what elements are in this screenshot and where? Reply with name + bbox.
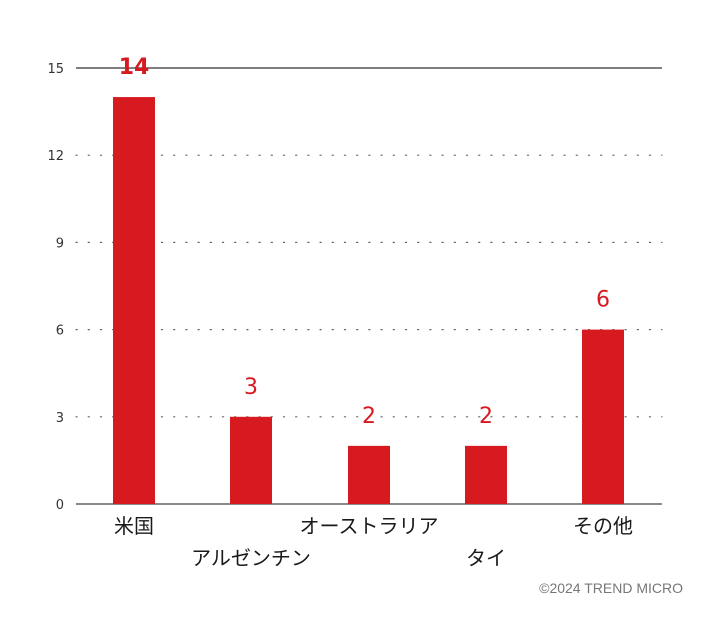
x-tick-label: タイ: [466, 546, 506, 570]
bar: [465, 445, 507, 504]
y-axis-ticks: 0 3 6 9 12 15: [47, 62, 64, 513]
data-label: 6: [596, 288, 610, 313]
data-label: 14: [119, 55, 150, 80]
y-tick-label: 6: [56, 324, 64, 339]
x-tick-label: アルゼンチン: [191, 546, 311, 570]
bar: [582, 329, 624, 504]
data-label: 2: [479, 404, 493, 429]
y-tick-label: 15: [47, 62, 64, 77]
bar: [113, 97, 155, 505]
copyright-credit: ©2024 TREND MICRO: [539, 580, 683, 596]
y-tick-label: 3: [56, 411, 64, 426]
data-label: 3: [244, 375, 258, 400]
y-tick-label: 9: [56, 236, 64, 251]
bars: [113, 97, 624, 505]
value-labels: 14 3 2 2 6: [119, 55, 610, 429]
y-tick-label: 0: [56, 498, 64, 513]
x-tick-label: その他: [573, 514, 633, 538]
data-label: 2: [362, 404, 376, 429]
x-tick-label: オーストラリア: [300, 514, 439, 538]
gridlines: [75, 67, 663, 505]
y-tick-label: 12: [47, 149, 64, 164]
bar: [348, 445, 390, 504]
x-tick-label: 米国: [114, 514, 154, 538]
bar: [230, 416, 272, 504]
